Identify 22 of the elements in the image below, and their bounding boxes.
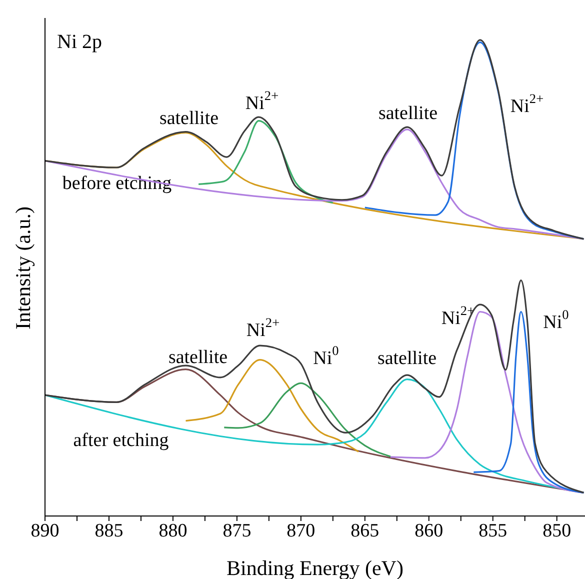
x-tick-label: 880 — [158, 520, 188, 542]
x-tick-label: 890 — [30, 520, 60, 542]
x-tick-label: 885 — [94, 520, 124, 542]
annotation: Ni$^{2+}$ — [441, 303, 475, 328]
annotation: Ni$^{0}$ — [543, 307, 570, 332]
annotation: Ni$^{2+}$ — [510, 91, 544, 116]
x-tick-label: 865 — [350, 520, 380, 542]
annotation: after etching — [73, 430, 170, 450]
annotation: satellite — [378, 102, 438, 124]
x-tick-label: 875 — [222, 520, 252, 542]
annotation: satellite — [168, 346, 228, 368]
x-tick-label: 850 — [542, 520, 572, 542]
annotation: satellite — [159, 108, 219, 128]
annotation: Ni$^{0}$ — [313, 343, 340, 368]
annotation: satellite — [377, 348, 437, 368]
x-tick-label: 860 — [414, 520, 444, 542]
y-axis-title: Intensity (a.u.) — [11, 206, 35, 330]
annotation: Ni$^{2+}$ — [245, 88, 279, 114]
x-tick-label: 855 — [478, 520, 508, 542]
annotation: Ni$^{2+}$ — [246, 315, 280, 340]
chart-title: Ni 2p — [57, 31, 102, 53]
x-tick-label: 870 — [286, 520, 316, 542]
